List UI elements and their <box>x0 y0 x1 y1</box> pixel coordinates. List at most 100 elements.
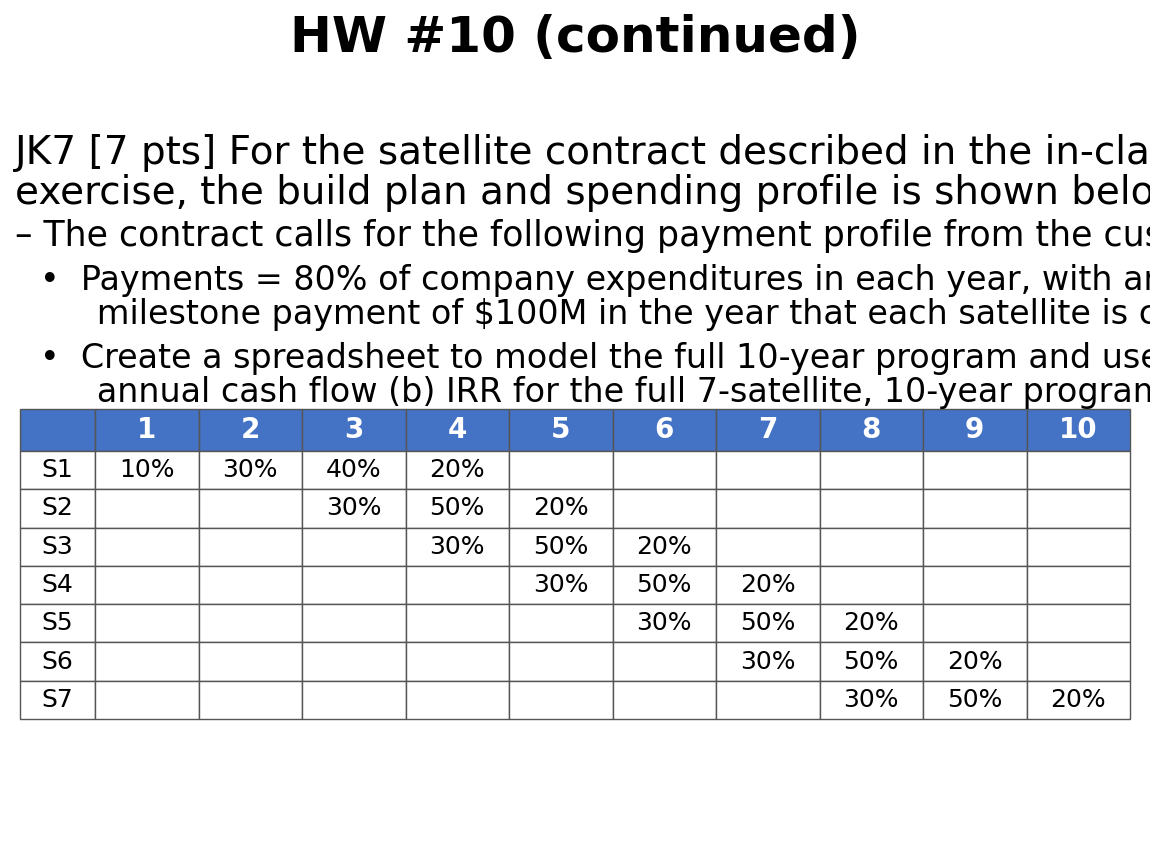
Text: 50%: 50% <box>534 535 589 559</box>
Text: 30%: 30% <box>532 573 589 597</box>
Bar <box>509 566 613 604</box>
Text: JK7 [7 pts] For the satellite contract described in the in-class: JK7 [7 pts] For the satellite contract d… <box>15 134 1150 172</box>
Bar <box>20 681 95 719</box>
Bar <box>406 409 509 451</box>
Bar <box>923 604 1027 643</box>
Bar <box>716 489 820 528</box>
Bar <box>302 643 406 681</box>
Bar <box>1027 409 1130 451</box>
Bar <box>820 681 923 719</box>
Text: 10%: 10% <box>118 458 175 482</box>
Text: – The contract calls for the following payment profile from the customer: – The contract calls for the following p… <box>15 219 1150 253</box>
Text: 50%: 50% <box>948 688 1003 712</box>
Bar <box>613 528 716 566</box>
Bar <box>406 643 509 681</box>
Text: 20%: 20% <box>739 573 796 597</box>
Text: 50%: 50% <box>430 497 485 520</box>
Bar <box>1027 643 1130 681</box>
Text: annual cash flow (b) IRR for the full 7-satellite, 10-year program: annual cash flow (b) IRR for the full 7-… <box>66 376 1150 409</box>
Bar <box>20 451 95 489</box>
Bar <box>820 528 923 566</box>
Bar <box>406 604 509 643</box>
Bar <box>199 451 302 489</box>
Bar <box>923 489 1027 528</box>
Bar <box>1027 489 1130 528</box>
Bar <box>199 409 302 451</box>
Text: 50%: 50% <box>844 650 899 674</box>
Bar <box>509 604 613 643</box>
Text: 40%: 40% <box>325 458 382 482</box>
Bar <box>509 489 613 528</box>
Text: 20%: 20% <box>1050 688 1106 712</box>
Bar <box>302 409 406 451</box>
Bar <box>923 451 1027 489</box>
Bar <box>1027 528 1130 566</box>
Text: 30%: 30% <box>636 612 692 635</box>
Text: S3: S3 <box>41 535 74 559</box>
Bar <box>95 681 199 719</box>
Bar <box>95 528 199 566</box>
Bar <box>199 566 302 604</box>
Text: 4: 4 <box>447 416 467 444</box>
Bar <box>20 643 95 681</box>
Bar <box>923 643 1027 681</box>
Bar <box>302 681 406 719</box>
Text: 20%: 20% <box>946 650 1003 674</box>
Text: 10: 10 <box>1059 416 1097 444</box>
Bar <box>199 528 302 566</box>
Text: 7: 7 <box>758 416 777 444</box>
Bar <box>406 528 509 566</box>
Text: exercise, the build plan and spending profile is shown below.: exercise, the build plan and spending pr… <box>15 174 1150 212</box>
Bar <box>406 566 509 604</box>
Text: 50%: 50% <box>741 612 796 635</box>
Bar <box>509 643 613 681</box>
Text: 30%: 30% <box>429 535 485 559</box>
Bar <box>613 409 716 451</box>
Bar <box>95 604 199 643</box>
Bar <box>302 566 406 604</box>
Bar <box>302 528 406 566</box>
Text: 9: 9 <box>965 416 984 444</box>
Text: 50%: 50% <box>637 573 692 597</box>
Text: 30%: 30% <box>325 497 382 520</box>
Bar <box>716 566 820 604</box>
Bar <box>923 566 1027 604</box>
Bar <box>406 489 509 528</box>
Text: 30%: 30% <box>843 688 899 712</box>
Bar <box>613 451 716 489</box>
Bar <box>923 681 1027 719</box>
Bar <box>1027 566 1130 604</box>
Bar <box>406 681 509 719</box>
Text: milestone payment of $100M in the year that each satellite is completed: milestone payment of $100M in the year t… <box>66 298 1150 331</box>
Bar <box>20 528 95 566</box>
Bar <box>716 528 820 566</box>
Text: 2: 2 <box>240 416 260 444</box>
Bar <box>95 566 199 604</box>
Bar <box>613 566 716 604</box>
Text: •  Payments = 80% of company expenditures in each year, with an additional: • Payments = 80% of company expenditures… <box>40 264 1150 297</box>
Bar <box>20 566 95 604</box>
Text: 20%: 20% <box>636 535 692 559</box>
Bar <box>716 604 820 643</box>
Text: 5: 5 <box>551 416 570 444</box>
Bar <box>820 566 923 604</box>
Bar <box>95 489 199 528</box>
Text: 20%: 20% <box>843 612 899 635</box>
Text: 1: 1 <box>137 416 156 444</box>
Bar <box>509 681 613 719</box>
Bar <box>95 409 199 451</box>
Bar <box>923 528 1027 566</box>
Bar <box>199 643 302 681</box>
Bar <box>509 528 613 566</box>
Text: 6: 6 <box>654 416 674 444</box>
Bar <box>820 604 923 643</box>
Text: 30%: 30% <box>739 650 796 674</box>
Bar <box>20 409 95 451</box>
Text: 8: 8 <box>861 416 881 444</box>
Text: S1: S1 <box>41 458 74 482</box>
Bar <box>406 451 509 489</box>
Bar <box>199 604 302 643</box>
Bar <box>1027 451 1130 489</box>
Bar <box>1027 604 1130 643</box>
Text: •  Create a spreadsheet to model the full 10-year program and use it to (a): • Create a spreadsheet to model the full… <box>40 342 1150 375</box>
